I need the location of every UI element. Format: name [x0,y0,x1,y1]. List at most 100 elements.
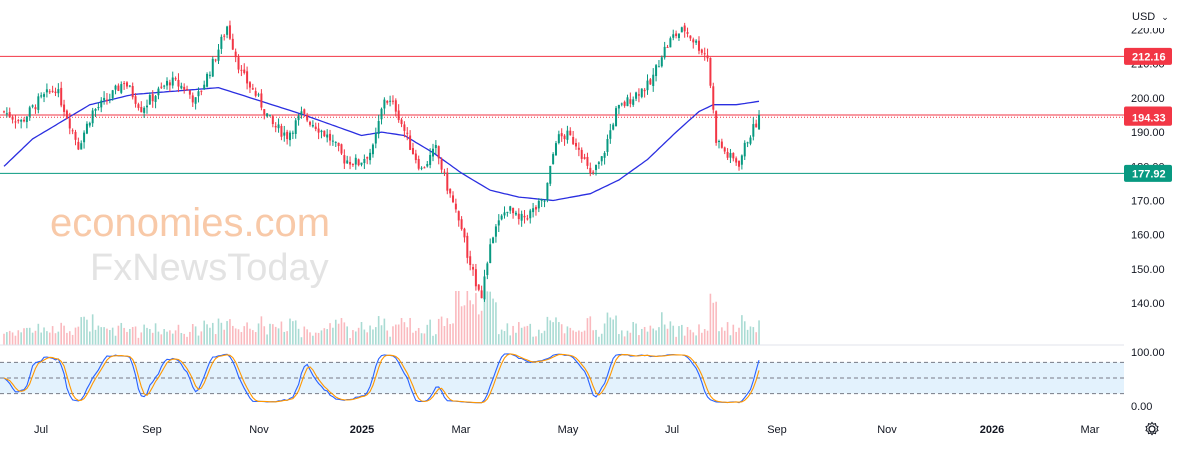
candle-body [151,94,154,102]
candle-body [180,85,183,89]
candle-body [25,116,28,122]
volume-bar [652,328,655,345]
currency-selector[interactable]: USD ⌄ [1124,6,1174,28]
volume-bar [309,332,311,345]
candle-body [100,100,103,108]
volume-bar [420,333,423,345]
volume-bar [300,337,303,345]
time-tick-label: 2025 [350,424,374,436]
volume-bar [154,323,157,345]
candle-body [346,160,349,164]
price-tag-177-92 [1124,164,1172,182]
volume-bar [632,321,634,345]
stochastic-pane [0,344,1124,404]
candle-body [537,200,540,209]
candle-body [246,71,249,84]
candle-body [360,162,363,165]
candle-body [306,115,309,121]
volume-bar [718,331,720,345]
volume-bar [549,320,552,345]
volume-bar [400,318,403,345]
candle-body [549,165,552,184]
volume-bar [206,324,208,345]
volume-bar [480,310,483,345]
volume-bar [363,329,366,345]
volume-bar [735,331,737,345]
candle-body [43,94,46,97]
volume-bar [169,330,171,345]
price-levels [0,55,1124,174]
candle-body [417,158,420,169]
volume-bar [86,319,88,345]
candle-body [214,59,217,61]
volume-bar [583,330,586,345]
volume-bar [492,298,494,345]
volume-bar [48,332,51,345]
candle-body [709,57,712,86]
price-tick-label: 140.00 [1131,298,1165,310]
volume-bar [220,322,223,345]
volume-bar [695,335,697,345]
settings-button[interactable] [1142,419,1162,439]
volume-bar [726,322,729,345]
volume-bar [34,330,37,345]
price-axis[interactable]: 140.00150.00160.00170.00180.00190.00200.… [1124,25,1172,414]
time-axis[interactable]: Jul Sep Nov 2025 Mar May Jul Sep Nov 2026 Mar [34,424,1100,436]
time-tick-label: Sep [767,424,787,436]
volume-bar [120,322,123,345]
candle-body [194,97,197,104]
volume-bar [606,312,609,345]
volume-bar [395,324,397,345]
volume-bar [31,332,34,345]
candle-body [83,132,86,143]
candle-body [740,155,743,165]
candle-body [577,147,580,150]
candle-body [697,40,700,51]
volume-bar [83,316,85,345]
volume-bar [595,329,597,345]
price-tick-label: 150.00 [1131,264,1165,276]
candle-body [406,132,409,134]
candle-body [240,69,243,71]
volume-bar [17,330,20,345]
candle-body [566,130,569,140]
volume-bar [254,332,257,345]
volume-bar [723,330,726,345]
volume-bar [140,332,143,345]
candle-body [208,74,211,76]
time-tick-label: Mar [452,424,471,436]
candle-body [612,124,615,130]
candle-body [715,111,718,143]
volume-bar [340,318,343,345]
watermark: economies.com FxNewsToday [50,201,330,289]
candle-body [11,116,14,120]
candle-body [460,219,463,230]
candle-body [615,108,618,127]
candle-body [597,162,600,164]
volume-bar [46,331,48,345]
volume-bar [755,332,757,345]
volume-bar [257,323,260,345]
volume-bar [423,333,426,345]
volume-bar [357,327,360,345]
volume-bar [661,312,663,345]
candle-body [363,158,366,164]
volume-bar [741,315,743,345]
candle-body [720,141,723,148]
candle-body [314,126,317,129]
time-tick-label: May [558,424,579,436]
volume-bar [149,329,151,345]
candle-body [108,99,111,101]
candle-body [386,101,389,103]
candle-body [509,206,512,211]
candle-body [274,125,277,128]
volume-bar [129,328,131,345]
candle-body [334,141,337,143]
candle-body [105,99,108,101]
candle-body [755,123,758,128]
volume-bar [97,325,100,345]
candle-body [57,89,60,94]
volume-bar [540,333,543,345]
